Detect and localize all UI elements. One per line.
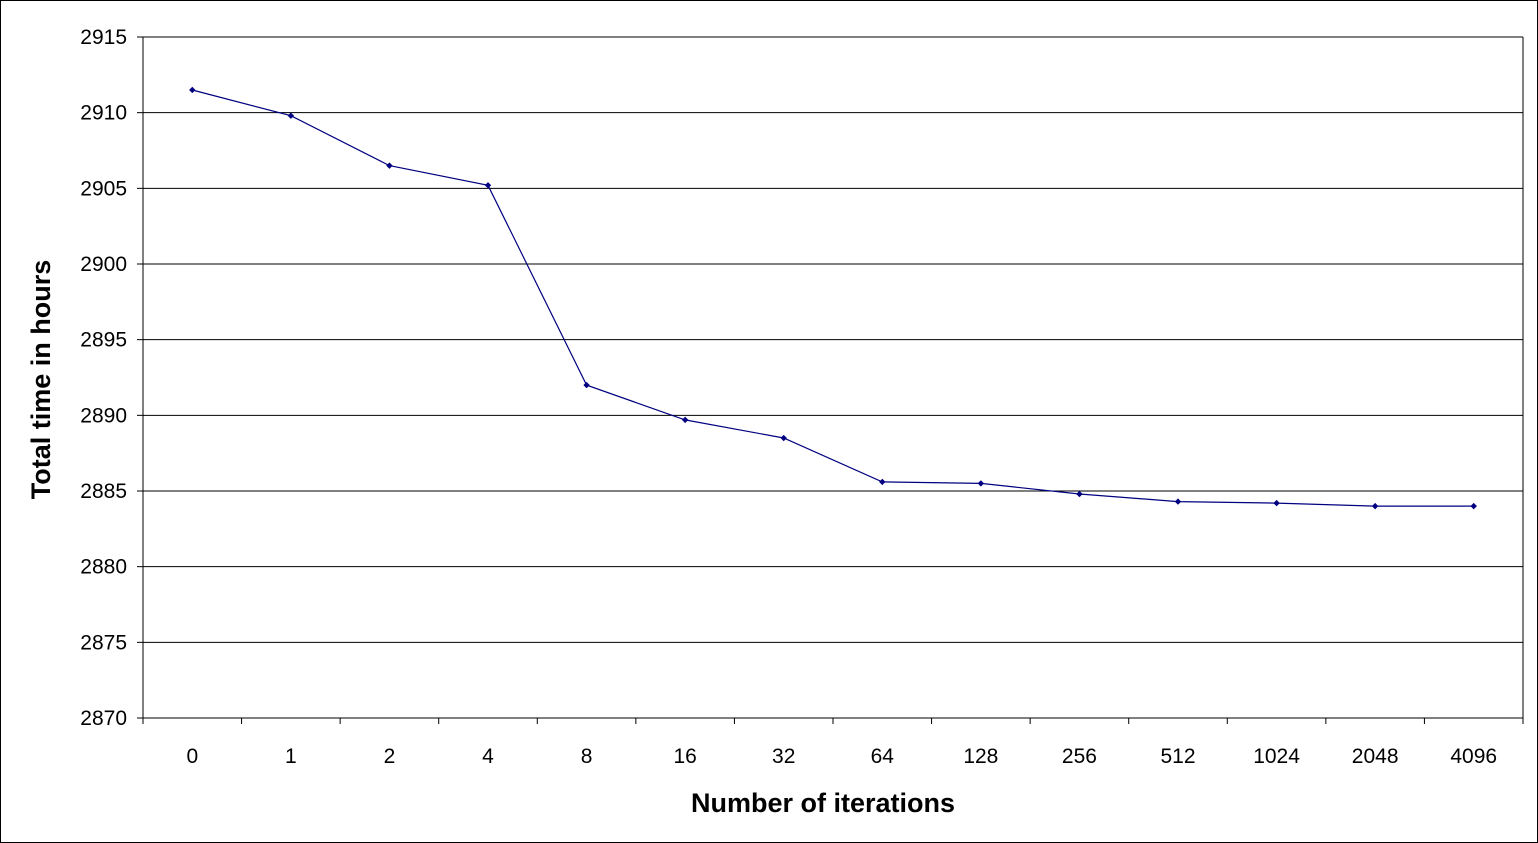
y-axis-title: Total time in hours [26,260,56,500]
data-point [1076,490,1083,498]
x-tick-label: 1 [285,745,297,768]
x-tick-label: 1024 [1253,745,1300,768]
x-tick-label: 2048 [1352,745,1399,768]
data-point [1273,499,1280,507]
x-tick-label: 32 [772,745,795,768]
data-point [879,478,886,486]
gridlines [143,36,1523,643]
y-tick-label: 2900 [80,253,127,276]
x-tick-label: 0 [186,745,198,768]
data-point [386,162,393,169]
series-line [192,89,1474,507]
y-tick-label: 2905 [80,177,127,200]
x-tick-label: 64 [871,745,895,768]
x-tick-label: 512 [1160,745,1195,768]
x-tick-label: 4 [482,745,494,768]
x-tick-label: 4096 [1450,745,1497,768]
y-tick-labels: 2870 2875 2880 2885 2890 2895 2900 2905 2910 2915 [80,26,127,730]
data-point [583,381,590,389]
data-point [1470,502,1477,510]
y-tick-label: 2890 [80,404,127,427]
y-tick-label: 2895 [80,329,127,352]
y-tick-label: 2910 [80,102,127,125]
x-tick-label: 256 [1062,745,1097,768]
x-tick-label: 2 [384,745,396,768]
y-tick-label: 2885 [80,480,127,503]
axes [137,36,1524,724]
data-point [484,182,492,189]
x-tick-label: 16 [673,745,696,768]
y-tick-label: 2880 [80,556,127,579]
x-tick-label: 8 [581,745,593,768]
series [189,86,1477,510]
data-point [1371,502,1379,510]
data-point [780,434,787,442]
y-tick-label: 2875 [80,631,127,654]
x-tick-label: 128 [963,745,998,768]
data-point [977,480,985,487]
data-point [1174,498,1182,505]
data-point [189,86,196,94]
data-point [681,416,689,424]
x-axis-title: Number of iterations [691,788,955,818]
data-point [287,112,295,119]
x-tick-labels: 0 1 2 4 8 16 32 64 128 256 512 1024 2048 4096 [186,745,1497,768]
y-tick-label: 2870 [80,707,127,730]
y-tick-label: 2915 [80,26,127,49]
